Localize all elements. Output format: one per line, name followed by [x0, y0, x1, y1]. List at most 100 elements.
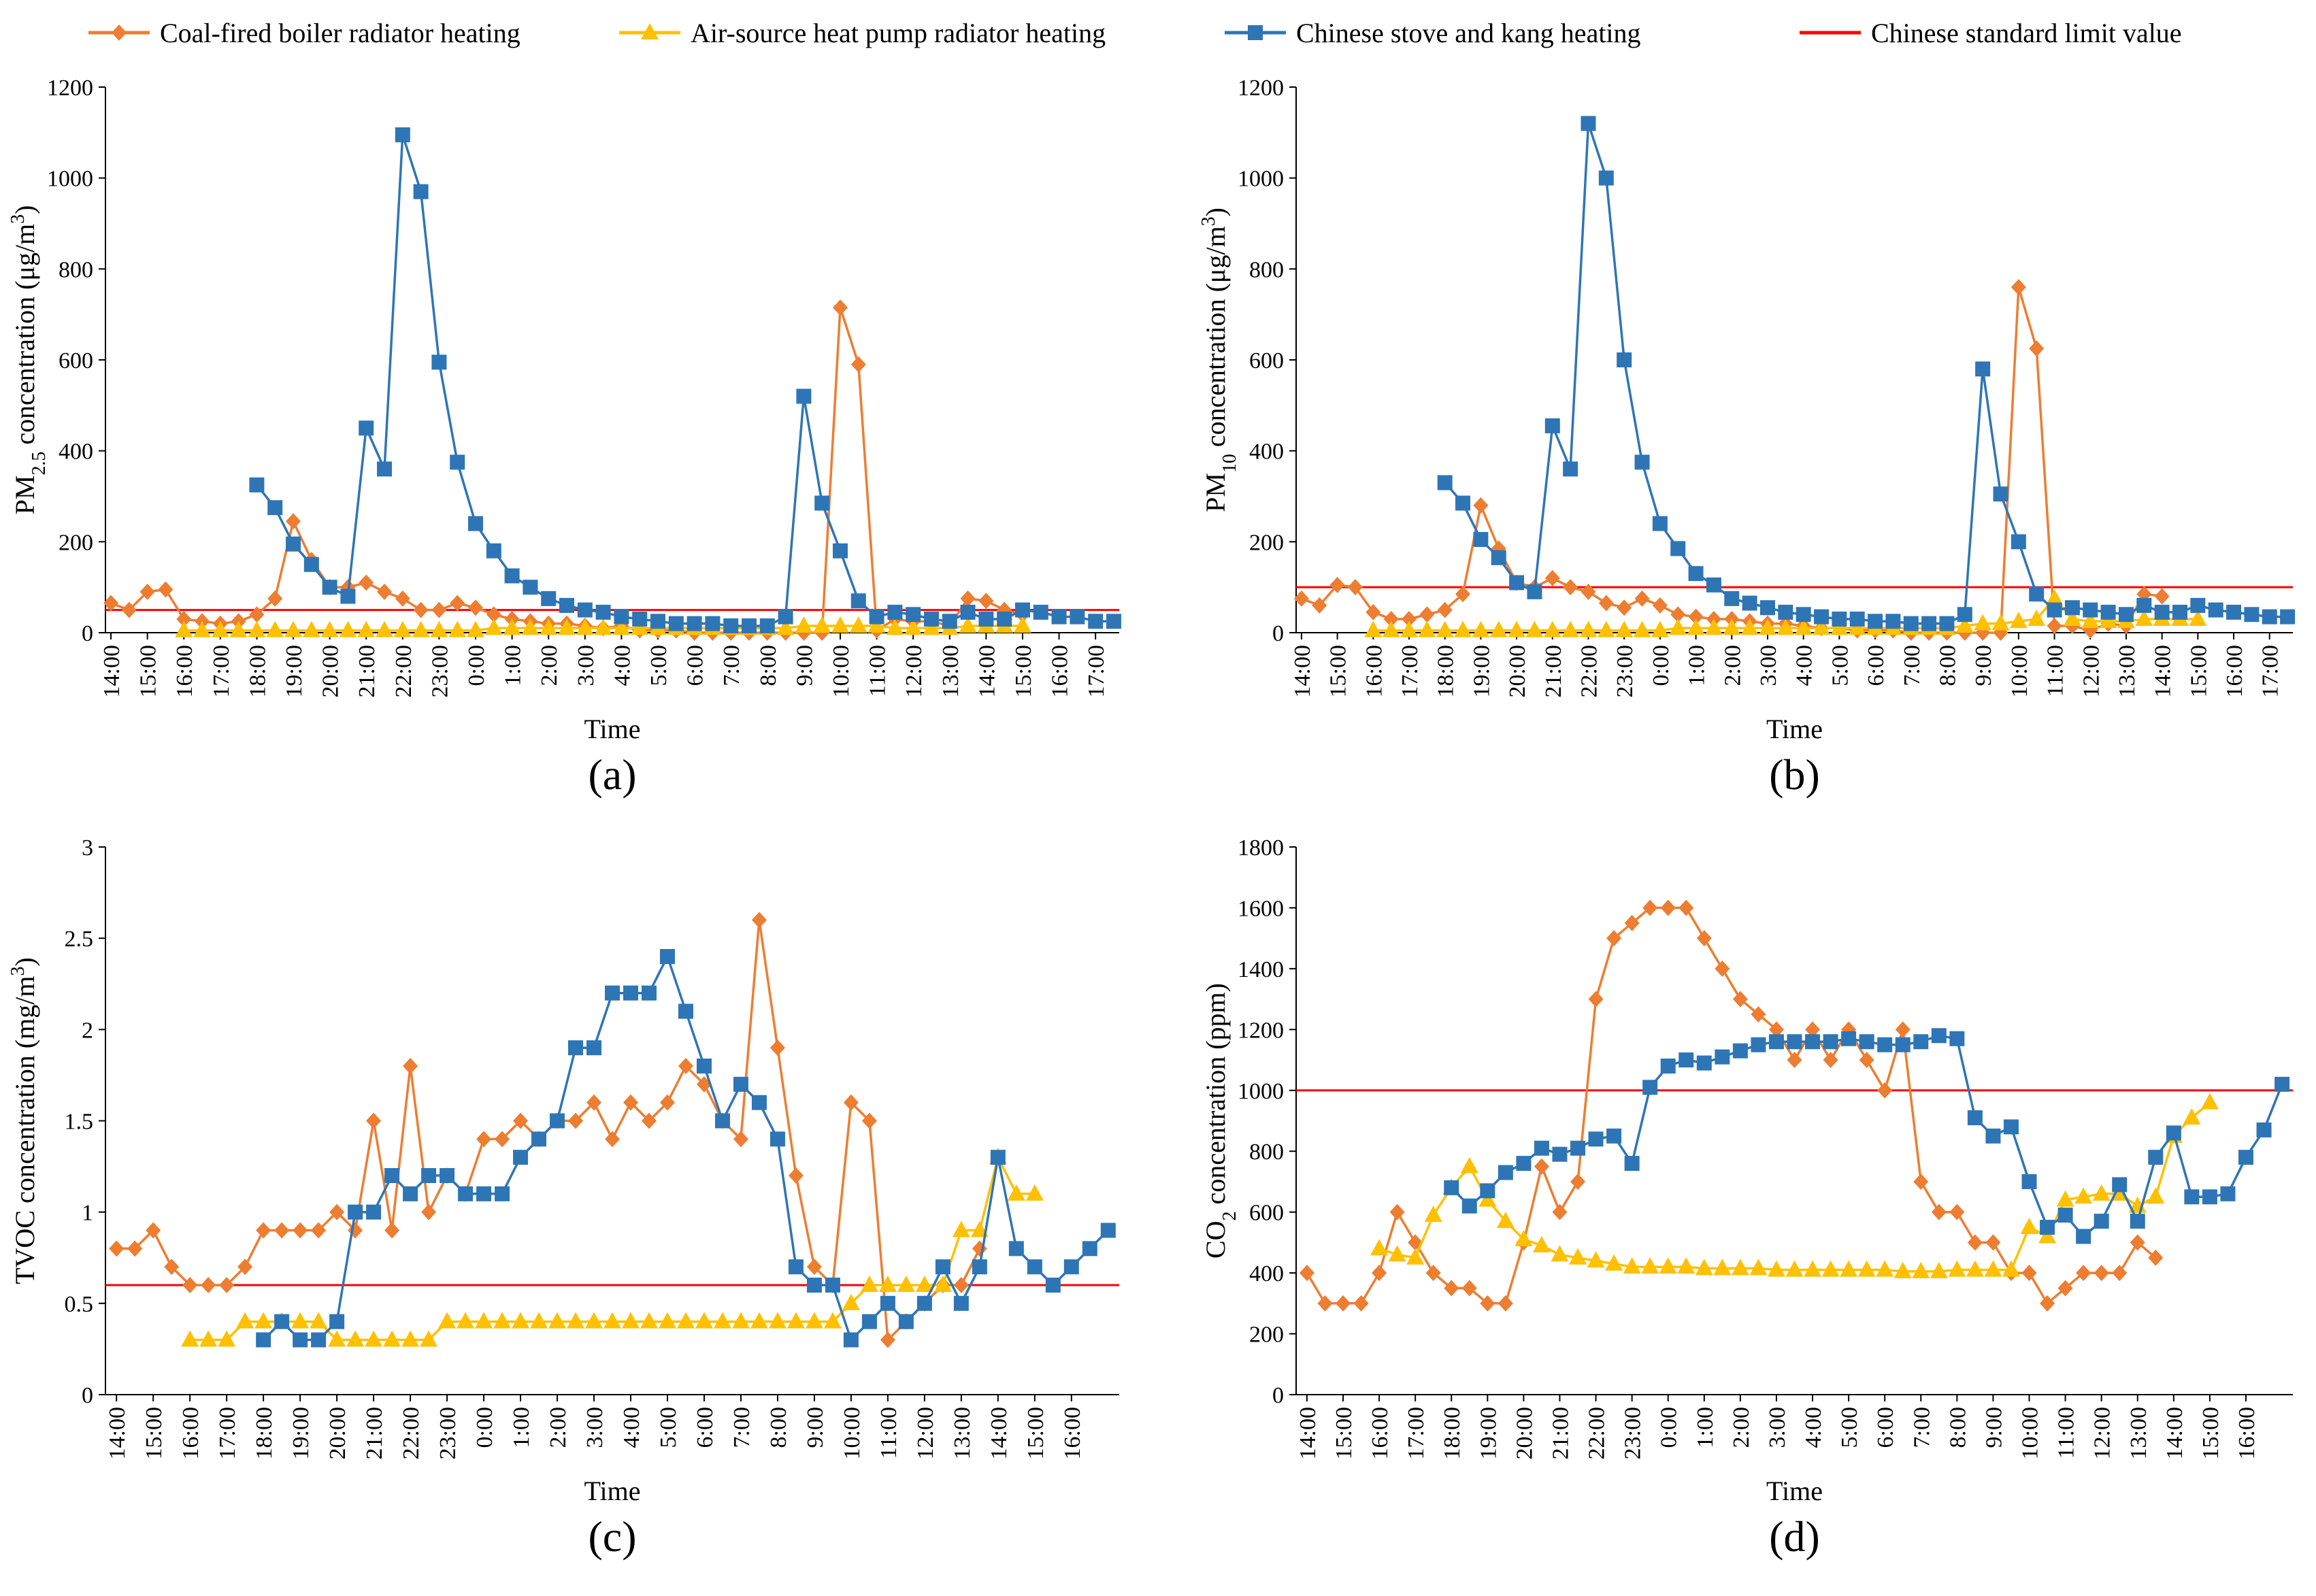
data-point [1563, 461, 1578, 477]
data-point [1329, 576, 1345, 593]
panel-label: (a) [588, 750, 636, 799]
data-point [1366, 603, 1381, 620]
data-point [1751, 1037, 1766, 1052]
data-point [1013, 616, 1031, 633]
data-point [1347, 579, 1363, 596]
data-point [1388, 1245, 1406, 1262]
x-tick-label: 17:00 [2258, 645, 2283, 697]
data-point [1931, 1028, 1947, 1044]
data-point [1768, 1034, 1784, 1050]
y-tick-label: 800 [1249, 1140, 1284, 1165]
legend: Coal-fired boiler radiator heating Air-so… [88, 18, 2182, 48]
data-point [1587, 1251, 1605, 1268]
x-tick-label: 19:00 [282, 645, 307, 697]
data-point [1461, 1280, 1477, 1297]
data-point [1460, 1157, 1478, 1174]
data-point [486, 543, 501, 559]
data-point [1687, 618, 1705, 635]
x-tick-label: 3:00 [582, 1407, 608, 1448]
data-point [1767, 1260, 1785, 1277]
x-tick-label: 7:00 [719, 645, 744, 686]
data-point [2011, 534, 2026, 550]
data-point [831, 616, 849, 633]
data-point [329, 1314, 345, 1329]
data-point [1543, 620, 1561, 637]
data-point [1678, 1052, 1694, 1068]
x-tick-label: 9:00 [792, 645, 817, 686]
data-point [686, 616, 702, 631]
data-point [850, 356, 866, 373]
x-tick-label: 12:00 [2079, 645, 2104, 697]
data-point [568, 1112, 584, 1129]
data-point [1724, 591, 1740, 606]
x-tick-label: 13:00 [950, 1407, 975, 1459]
panel-c: 0 0.5 1 1.5 2 2.5 3 14:00 15:00 16:00 17:00 18:00 19… [7, 835, 1119, 1561]
data-point [450, 454, 465, 470]
x-tick-label: 9:00 [1971, 645, 1996, 686]
data-point [322, 580, 337, 595]
data-point [366, 1204, 382, 1220]
data-point [2003, 1119, 2019, 1135]
x-tick-label: 17:00 [1397, 645, 1423, 697]
data-point [1868, 614, 1883, 629]
x-tick-label: 21:00 [362, 1407, 387, 1459]
data-point [1642, 1080, 1658, 1095]
data-point [796, 388, 812, 404]
data-point [959, 616, 977, 633]
data-point [1967, 1110, 1983, 1126]
data-point [357, 620, 376, 637]
data-point [904, 618, 923, 635]
data-point [310, 1312, 328, 1329]
x-tick-label: 8:00 [1935, 645, 1960, 686]
data-point [705, 616, 721, 631]
data-point [2056, 1190, 2074, 1207]
data-point [2154, 588, 2170, 605]
x-tick-label: 22:00 [391, 645, 416, 697]
x-tick-label: 6:00 [693, 1407, 718, 1448]
x-tick-label: 13:00 [2115, 645, 2140, 697]
x-tick-label: 2:00 [537, 645, 562, 686]
data-point [1082, 1241, 1097, 1257]
x-tick-label: 4:00 [619, 1407, 644, 1448]
data-point [2040, 1295, 2055, 1312]
y-tick-label: 200 [1249, 1323, 1284, 1348]
data-point [1813, 618, 1831, 635]
data-point [751, 912, 767, 929]
data-point [1688, 608, 1704, 625]
data-point [530, 1312, 548, 1329]
legend-item: Air-source heat pump radiator heating [619, 18, 1106, 48]
data-point [2244, 607, 2260, 622]
data-point [2047, 617, 2062, 634]
data-point [1605, 1254, 1623, 1271]
data-point [733, 1076, 748, 1092]
data-point [586, 1040, 602, 1056]
data-point [952, 1220, 970, 1237]
data-point [2184, 1189, 2200, 1205]
data-point [2094, 1265, 2109, 1282]
data-point [1552, 1146, 1568, 1162]
data-point [594, 618, 612, 635]
y-tick-label: 1800 [1238, 835, 1284, 861]
data-point [823, 1312, 842, 1329]
data-point [513, 1150, 529, 1165]
legend-item: Chinese standard limit value [1800, 18, 2182, 48]
data-point [1794, 618, 1813, 635]
series-triangle [181, 1148, 1044, 1347]
data-point [658, 1312, 676, 1329]
data-point [1859, 1034, 1874, 1050]
x-tick-label: 20:00 [1505, 645, 1530, 697]
data-point [493, 1312, 512, 1329]
data-point [612, 618, 631, 635]
x-tick-label: 22:00 [399, 1407, 424, 1459]
y-tick-label: 200 [1249, 530, 1284, 555]
data-point [421, 1203, 437, 1220]
data-point [2256, 1122, 2272, 1137]
data-point [595, 604, 611, 620]
data-point [1955, 616, 1974, 633]
x-tick-label: 15:00 [2186, 645, 2211, 697]
x-tick-label: 3:00 [574, 645, 599, 686]
data-point [1370, 1239, 1389, 1256]
data-point [219, 1277, 235, 1293]
x-tick-label: 10:00 [840, 1407, 865, 1459]
